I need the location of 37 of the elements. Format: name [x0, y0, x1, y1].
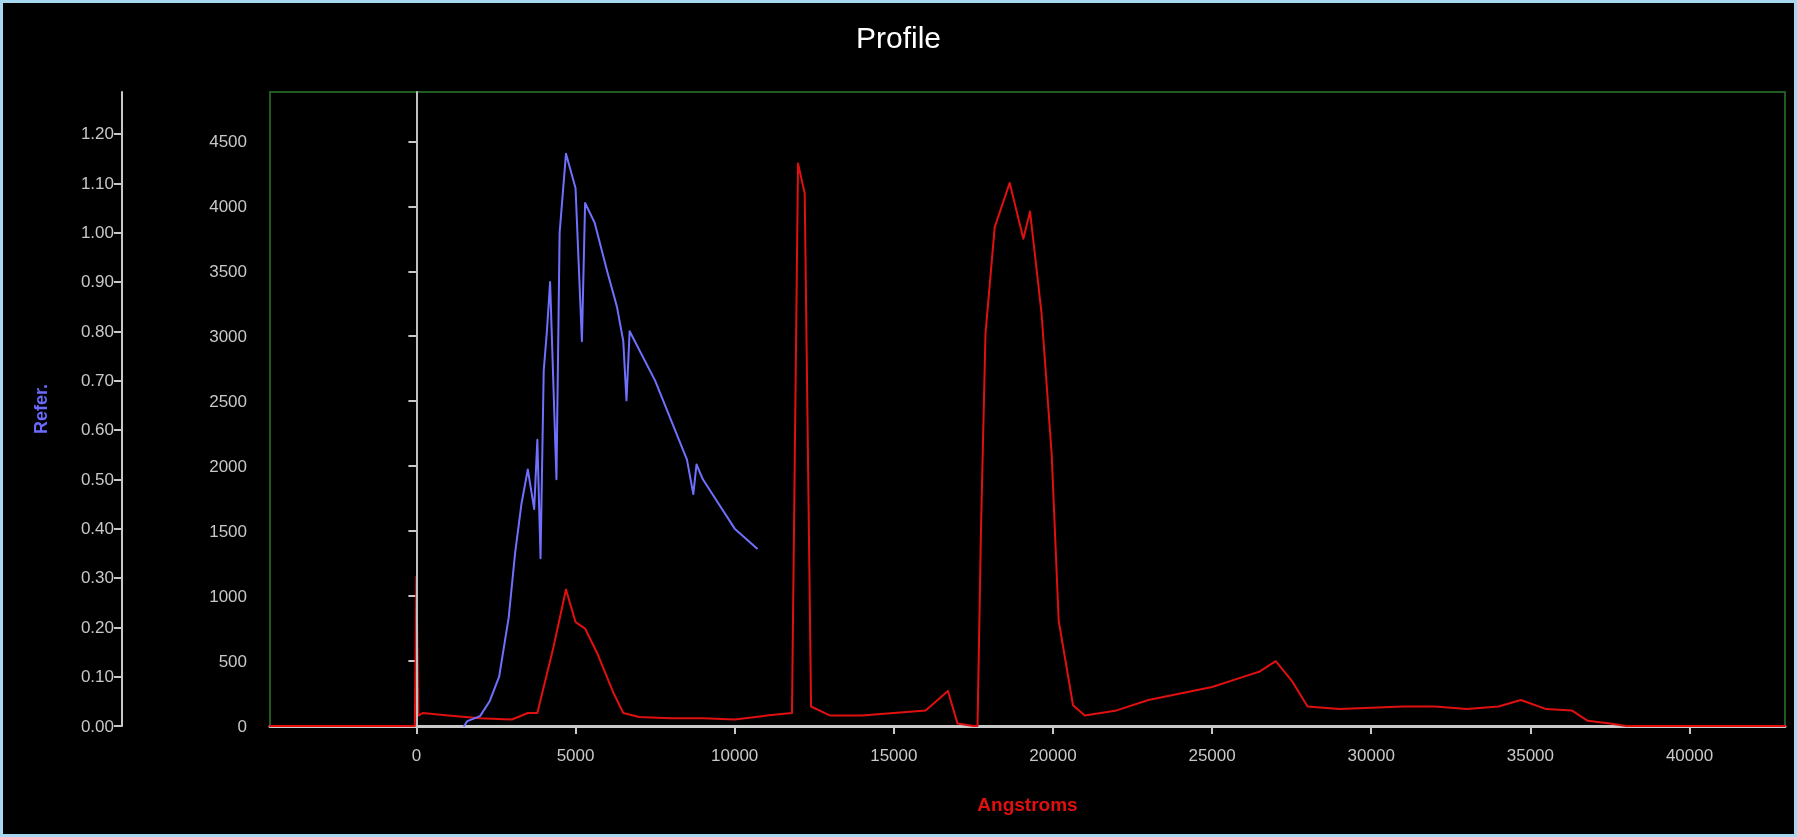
y2-tick-label: 0.10: [80, 667, 114, 687]
y-tick-label: 1000: [209, 586, 247, 606]
y-tick-label: 2000: [209, 456, 247, 476]
y-tick-label: 500: [218, 651, 247, 671]
x-tick-label: 5000: [556, 746, 595, 765]
x-tick-label: 15000: [870, 746, 918, 765]
y2-tick-label: 0.30: [80, 568, 114, 588]
x-tick-label: 40000: [1665, 746, 1714, 765]
line-series: [463, 152, 758, 727]
y-tick-label: 1500: [209, 521, 247, 541]
x-tick-label: 0: [411, 746, 422, 765]
y2-tick-label: 0.90: [80, 272, 114, 292]
y-tick-label: 4000: [209, 196, 247, 216]
x-tick-label: 20000: [1029, 746, 1077, 765]
y2-tick-label: 0.60: [80, 420, 114, 440]
y2-tick-label: 0.20: [80, 617, 114, 637]
y-tick-label: 0: [237, 716, 247, 736]
line-series: [269, 162, 1786, 727]
y2-tick-label: 0.50: [80, 469, 114, 489]
x-tick-label: 25000: [1188, 746, 1236, 765]
y2-axis-title: Refer.: [31, 383, 51, 435]
chart-title: Profile: [855, 20, 942, 54]
x-tick-label: 35000: [1506, 746, 1555, 765]
y2-tick-label: 1.10: [80, 173, 114, 193]
y2-tick-label: 0.00: [80, 716, 114, 736]
x-tick-label: 30000: [1347, 746, 1395, 765]
y-tick-label: 2500: [209, 391, 247, 411]
x-axis-title: Angstroms: [977, 794, 1078, 815]
y-tick-label: 4500: [209, 131, 247, 151]
y-tick-label: 3500: [209, 261, 247, 281]
y2-tick-label: 0.80: [80, 321, 114, 341]
y2-tick-label: 0.40: [80, 519, 114, 539]
y2-tick-label: 1.00: [80, 223, 114, 243]
x-tick-label: 10000: [711, 746, 759, 765]
y-tick-label: 3000: [209, 326, 247, 346]
y2-tick-label: 0.70: [80, 371, 114, 391]
y2-tick-label: 1.20: [80, 124, 114, 144]
